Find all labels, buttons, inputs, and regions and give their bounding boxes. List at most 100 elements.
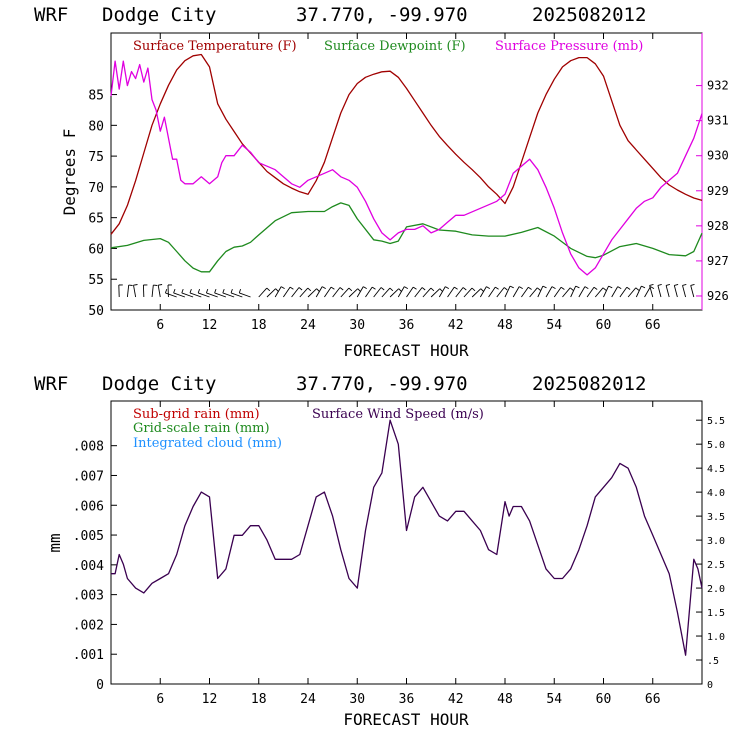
wind-barb [274, 286, 282, 298]
wind-barb-flag [542, 285, 547, 289]
bottom-header-station: Dodge City [102, 373, 216, 395]
wind-barb [307, 288, 317, 298]
wind-barb-flag [641, 285, 646, 289]
wind-barb-flag [275, 288, 279, 292]
wind-barb [682, 285, 687, 298]
y-tick-label: 70 [88, 181, 104, 196]
bottom-panel-x-tick-labels: 6 12 18 24 30 36 42 48 54 60 66 [156, 692, 660, 707]
bottom-panel-y-tick-labels: 0 .001 .002 .003 .004 .005 .006 .007 .008 [73, 440, 104, 693]
wind-barb [373, 287, 382, 298]
wind-barb [635, 285, 642, 298]
wind-barb [496, 287, 505, 298]
y2-tick-label: 2.5 [707, 560, 725, 571]
x-tick-label: 48 [497, 692, 513, 707]
wind-barb-flag [593, 286, 598, 290]
wind-barb-flag [289, 286, 294, 290]
wind-barb [673, 285, 678, 298]
wind-barb-flag [518, 286, 523, 289]
x-tick-label: 30 [349, 692, 365, 707]
y2-tick-label: 926 [707, 289, 729, 303]
wind-barb-flag [339, 287, 344, 291]
wind-barb [512, 286, 520, 298]
legend-surface-dewpoint: Surface Dewpoint (F) [324, 39, 466, 54]
legend-gridscale-rain: Grid-scale rain (mm) [133, 421, 270, 436]
wind-barb-flag [307, 287, 312, 292]
wind-barb-flag [486, 286, 491, 289]
wind-barb [258, 287, 268, 298]
y-tick-label: 60 [88, 242, 104, 257]
bottom-panel-y2-tick-labels: 0 .5 1.0 1.5 2.0 2.5 3.0 3.5 4.0 4.5 5.0 5.5 [707, 416, 725, 691]
wind-barb-flag [454, 286, 458, 290]
top-panel-ticks [111, 33, 702, 311]
wind-barb-flag [602, 287, 607, 291]
y2-tick-label: 1.0 [707, 632, 725, 643]
legend-integrated-cloud: Integrated cloud (mm) [133, 436, 282, 451]
legend-surface-wind-speed: Surface Wind Speed (m/s) [312, 407, 484, 422]
wind-barb [611, 286, 619, 298]
wind-barb-flag [528, 286, 532, 290]
wind-barb [165, 292, 177, 298]
y-tick-label: 0 [96, 678, 104, 693]
wind-barb-flag [133, 284, 138, 286]
y-tick-label: .004 [73, 559, 104, 574]
y2-tick-label: 0 [707, 680, 713, 691]
top-x-axis-label: FORECAST HOUR [343, 341, 469, 360]
wind-barb [553, 286, 562, 298]
wind-barb [315, 286, 323, 298]
wind-barb [291, 287, 300, 298]
wind-barb [126, 285, 130, 298]
y-tick-label: 65 [88, 212, 104, 227]
wind-barb [665, 285, 670, 298]
wind-barb [151, 285, 154, 298]
wind-barb [455, 287, 464, 298]
wind-barb-flag [421, 287, 426, 291]
top-panel-series [110, 53, 703, 276]
wind-barb-flag [617, 286, 622, 289]
wind-barb-flag [197, 288, 201, 294]
x-tick-label: 42 [448, 318, 464, 333]
wind-barb [504, 285, 511, 298]
wind-barb [332, 287, 341, 298]
x-tick-label: 48 [497, 318, 513, 333]
wind-barb-flag [316, 288, 320, 292]
wind-barb [133, 285, 137, 298]
wind-barb [586, 286, 595, 298]
wind-barbs [118, 283, 695, 298]
series-line-surface-wind-speed-m-s [111, 419, 703, 656]
wind-barb [239, 292, 251, 298]
x-tick-label: 6 [156, 318, 164, 333]
y2-tick-label: 928 [707, 219, 729, 233]
wind-barb [181, 292, 194, 298]
wind-barb-flag [238, 288, 242, 294]
wind-barb-flag [298, 287, 303, 291]
wind-barb-flag [509, 285, 514, 289]
wind-barb-flag [690, 283, 695, 286]
wind-barb [570, 285, 577, 298]
x-tick-label: 66 [645, 318, 661, 333]
wind-barb-flag [608, 285, 613, 289]
wind-barb [365, 286, 373, 298]
y2-tick-label: 927 [707, 254, 729, 268]
wind-barb-flag [439, 288, 443, 292]
wind-barb [430, 288, 441, 298]
y2-tick-label: 929 [707, 184, 729, 198]
x-tick-label: 12 [202, 318, 218, 333]
wind-barb-flag [189, 288, 192, 294]
top-panel-y-tick-labels: 50 55 60 65 70 75 80 85 [88, 89, 104, 319]
y-tick-label: 50 [88, 304, 104, 319]
top-header-model: WRF [34, 4, 68, 26]
top-header-station: Dodge City [102, 4, 216, 26]
y-tick-label: .006 [73, 499, 104, 514]
wind-barb [157, 285, 161, 298]
x-tick-label: 42 [448, 692, 464, 707]
wind-barb [222, 292, 235, 298]
y-tick-label: 55 [88, 273, 104, 288]
series-line-surface-temperature-f [110, 53, 703, 235]
wind-barb [348, 288, 359, 298]
wind-barb-flag [222, 288, 225, 294]
bottom-panel-ticks [111, 401, 702, 685]
y2-tick-label: 931 [707, 114, 729, 128]
wind-barb [283, 286, 291, 298]
wind-barb-flag [398, 288, 402, 292]
